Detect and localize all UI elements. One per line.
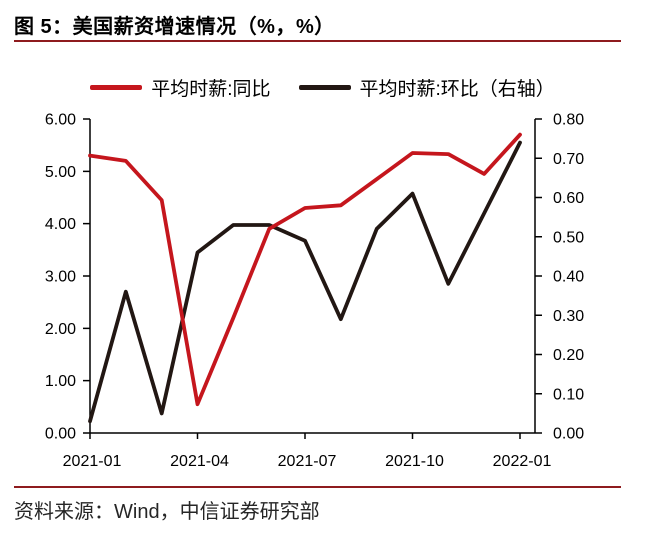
legend-item-yoy: 平均时薪:同比 [90, 74, 271, 101]
legend-label-yoy: 平均时薪:同比 [151, 79, 271, 100]
legend-item-mom: 平均时薪:环比（右轴） [298, 74, 555, 101]
yoy-series-line [88, 132, 522, 407]
left-axis-tick-label: 3.00 [45, 269, 76, 286]
title-divider [14, 40, 621, 42]
x-axis-tick-label: 2021-07 [278, 453, 337, 470]
chart-area: 6.00 5.00 4.00 3.00 2.00 1.00 0.00 0.80 0.70 0.60… [0, 98, 645, 478]
right-axis-tick-label: 0.80 [553, 112, 584, 129]
source-divider [14, 486, 621, 488]
legend-swatch-mom-line [298, 85, 351, 90]
wage-growth-line-chart: 6.00 5.00 4.00 3.00 2.00 1.00 0.00 0.80 0.70 0.60… [45, 112, 584, 471]
left-axis-tick-label: 4.00 [45, 216, 76, 233]
right-axis-tick-label: 0.50 [553, 229, 584, 246]
x-axis-tick-label: 2021-10 [385, 453, 444, 470]
right-axis-tick-label: 0.70 [553, 151, 584, 168]
left-axis-tick-label: 2.00 [45, 321, 76, 338]
left-axis-tick-label: 1.00 [45, 373, 76, 390]
right-axis-tick-label: 0.40 [553, 269, 584, 286]
left-axis-tick-label: 5.00 [45, 164, 76, 181]
left-axis-tick-label: 6.00 [45, 112, 76, 129]
x-axis-tick-label: 2021-04 [170, 453, 229, 470]
legend-swatch-yoy-line [90, 85, 143, 90]
right-axis-tick-label: 0.30 [553, 308, 584, 325]
source-note: 资料来源：Wind，中信证券研究部 [14, 501, 320, 523]
legend-label-mom: 平均时薪:环比（右轴） [359, 79, 555, 100]
right-axis-tick-label: 0.60 [553, 190, 584, 207]
x-axis-tick-label: 2022-01 [493, 453, 552, 470]
right-axis-tick-label: 0.20 [553, 347, 584, 364]
left-axis-tick-label: 0.00 [45, 426, 76, 443]
right-axis-tick-label: 0.00 [553, 426, 584, 443]
mom-series-line [88, 140, 522, 424]
chart-legend: 平均时薪:同比 平均时薪:环比（右轴） [0, 74, 645, 101]
right-axis-tick-label: 0.10 [553, 386, 584, 403]
chart-axes [83, 118, 542, 439]
x-axis-tick-label: 2021-01 [63, 453, 122, 470]
figure-title: 图 5：美国薪资增速情况（%，%） [14, 16, 335, 38]
